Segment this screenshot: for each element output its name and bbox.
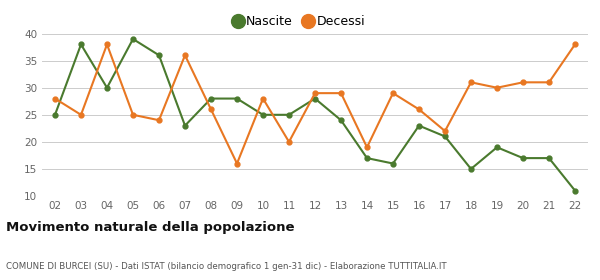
Nascite bbox=[181, 124, 188, 127]
Nascite bbox=[415, 124, 422, 127]
Decessi bbox=[520, 81, 527, 84]
Nascite bbox=[77, 43, 85, 46]
Decessi bbox=[467, 81, 475, 84]
Decessi bbox=[415, 108, 422, 111]
Nascite bbox=[571, 189, 578, 192]
Nascite bbox=[155, 53, 163, 57]
Decessi bbox=[181, 53, 188, 57]
Decessi bbox=[155, 118, 163, 122]
Decessi bbox=[130, 113, 137, 116]
Decessi bbox=[571, 43, 578, 46]
Decessi bbox=[337, 92, 344, 95]
Decessi bbox=[259, 97, 266, 100]
Text: Movimento naturale della popolazione: Movimento naturale della popolazione bbox=[6, 221, 295, 234]
Legend: Nascite, Decessi: Nascite, Decessi bbox=[230, 10, 370, 33]
Nascite bbox=[389, 162, 397, 165]
Decessi bbox=[364, 146, 371, 149]
Nascite bbox=[130, 37, 137, 41]
Decessi bbox=[545, 81, 553, 84]
Nascite bbox=[233, 97, 241, 100]
Nascite bbox=[364, 157, 371, 160]
Line: Nascite: Nascite bbox=[53, 37, 577, 193]
Nascite bbox=[545, 157, 553, 160]
Nascite bbox=[442, 135, 449, 138]
Nascite bbox=[208, 97, 215, 100]
Nascite bbox=[311, 97, 319, 100]
Decessi bbox=[311, 92, 319, 95]
Decessi bbox=[493, 86, 500, 89]
Nascite bbox=[467, 167, 475, 171]
Nascite bbox=[493, 146, 500, 149]
Decessi bbox=[389, 92, 397, 95]
Text: COMUNE DI BURCEI (SU) - Dati ISTAT (bilancio demografico 1 gen-31 dic) - Elabora: COMUNE DI BURCEI (SU) - Dati ISTAT (bila… bbox=[6, 262, 446, 271]
Decessi bbox=[233, 162, 241, 165]
Nascite bbox=[337, 118, 344, 122]
Decessi bbox=[103, 43, 110, 46]
Decessi bbox=[442, 129, 449, 133]
Nascite bbox=[286, 113, 293, 116]
Decessi bbox=[77, 113, 85, 116]
Decessi bbox=[286, 140, 293, 144]
Decessi bbox=[52, 97, 59, 100]
Nascite bbox=[103, 86, 110, 89]
Nascite bbox=[520, 157, 527, 160]
Nascite bbox=[259, 113, 266, 116]
Decessi bbox=[208, 108, 215, 111]
Nascite bbox=[52, 113, 59, 116]
Line: Decessi: Decessi bbox=[53, 42, 577, 166]
